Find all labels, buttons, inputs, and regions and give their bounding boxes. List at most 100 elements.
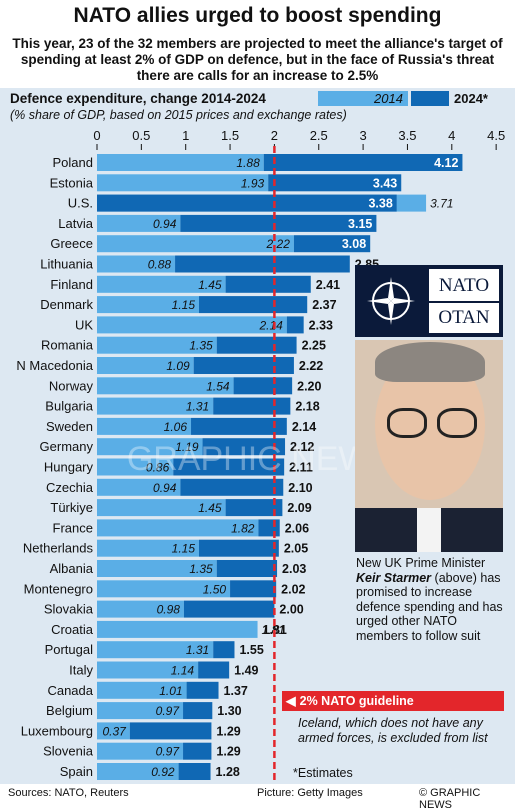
bar-2014 — [97, 154, 264, 171]
x-tick-label: 1.5 — [221, 128, 239, 143]
bar-2024 — [199, 296, 308, 314]
value-label-2024: 1.37 — [224, 684, 248, 698]
category-label: Germany — [40, 439, 94, 454]
value-label-2014: 3.71 — [430, 197, 453, 211]
value-label-2024: 2.37 — [312, 298, 336, 312]
value-label-2014: 1.54 — [206, 379, 230, 393]
value-label-2024: 2.33 — [309, 318, 333, 332]
nato-logo-panel: NATO OTAN — [355, 265, 503, 337]
x-tick-label: 1 — [182, 128, 189, 143]
value-label-2014: 1.45 — [198, 278, 222, 292]
value-label-2024: 2.20 — [297, 379, 321, 393]
category-label: U.S. — [68, 196, 93, 211]
bar-2024 — [225, 499, 283, 517]
value-label-2014: 0.86 — [146, 461, 170, 475]
bar-2024 — [199, 539, 279, 557]
x-tick-label: 0 — [93, 128, 100, 143]
value-label-2014: 1.35 — [189, 562, 213, 576]
bar-2014 — [97, 458, 174, 476]
category-label: Greece — [50, 236, 93, 251]
bar-2024 — [230, 580, 277, 598]
bar-2014 — [97, 336, 217, 354]
category-label: Croatia — [51, 622, 94, 637]
bar-2014 — [97, 417, 192, 435]
x-tick-label: 3.5 — [398, 128, 416, 143]
value-label-2024: 3.43 — [373, 176, 397, 190]
chart-heading: Defence expenditure, change 2014-2024 — [10, 91, 266, 106]
bar-2024 — [233, 377, 293, 395]
category-label: Finland — [50, 277, 93, 292]
value-label-2024: 2.09 — [287, 501, 311, 515]
category-label: Belgium — [46, 703, 93, 718]
bar-2014 — [97, 641, 214, 659]
bar-2014 — [97, 722, 130, 740]
starmer-photo — [355, 340, 503, 552]
bar-2014 — [97, 438, 203, 456]
value-label-2024: 2.03 — [282, 562, 306, 576]
value-label-2024: 1.28 — [216, 765, 240, 779]
bar-2014 — [97, 519, 259, 537]
value-label-2024: 1.30 — [217, 704, 241, 718]
category-label: Estonia — [50, 175, 94, 190]
category-label: Netherlands — [23, 541, 94, 556]
chart-title: NATO allies urged to boost spending — [73, 4, 442, 27]
nato-wordmark: NATO OTAN — [429, 269, 499, 333]
value-label-2014: 0.97 — [156, 704, 181, 718]
value-label-2024: 2.25 — [302, 339, 326, 353]
legend-label-2014: 2014 — [374, 91, 403, 106]
value-label-2024: 1.29 — [216, 745, 240, 759]
bar-2024 — [225, 275, 311, 293]
value-label-2014: 1.09 — [166, 359, 190, 373]
bar-2014 — [97, 357, 194, 374]
category-label: Sweden — [46, 419, 93, 434]
category-label: UK — [75, 317, 93, 332]
bar-2024 — [186, 681, 219, 699]
bar-2014 — [97, 620, 258, 638]
value-label-2014: 0.94 — [153, 481, 177, 495]
category-label: France — [53, 520, 93, 535]
value-label-2024: 1.49 — [234, 664, 258, 678]
value-label-2024: 3.15 — [348, 217, 372, 231]
category-label: Latvia — [58, 216, 93, 231]
value-label-2014: 0.92 — [151, 765, 175, 779]
value-label-2014: 1.15 — [172, 542, 196, 556]
bar-2014 — [97, 296, 200, 314]
bar-2014 — [97, 763, 179, 780]
bar-2014 — [97, 174, 269, 192]
bar-2014 — [97, 702, 184, 720]
bar-2024 — [180, 478, 284, 496]
category-label: Slovenia — [43, 744, 94, 759]
value-label-2014: 1.81 — [262, 623, 285, 637]
value-label-2024: 1.29 — [216, 724, 240, 738]
category-label: Czechia — [46, 480, 94, 495]
bar-2024 — [183, 600, 275, 618]
bar-2024 — [216, 560, 278, 577]
bar-2014-extension — [396, 194, 427, 212]
value-label-2014: 1.01 — [159, 684, 182, 698]
bar-2014 — [97, 600, 184, 618]
bar-2024 — [258, 519, 280, 537]
bar-2024 — [183, 702, 213, 720]
category-label: Luxembourg — [21, 723, 93, 738]
x-tick-label: 4 — [448, 128, 455, 143]
bar-2024 — [178, 763, 211, 780]
bar-2024 — [198, 661, 230, 679]
category-label: Türkiye — [50, 500, 93, 515]
category-label: Lithuania — [40, 257, 94, 272]
category-label: Montenegro — [24, 581, 93, 596]
bar-2024 — [191, 417, 287, 435]
bar-2014 — [97, 560, 217, 577]
bar-2024 — [180, 214, 377, 232]
value-label-2024: 2.41 — [316, 278, 340, 292]
guideline-label: ◀ 2% NATO guideline — [282, 691, 504, 711]
legend-swatch-2024 — [411, 91, 449, 106]
value-label-2014: 1.31 — [186, 400, 209, 414]
value-label-2024: 2.11 — [289, 461, 313, 475]
arrow-left-icon: ◀ — [286, 694, 296, 708]
x-tick-label: 0.5 — [132, 128, 150, 143]
value-label-2014: 1.50 — [203, 582, 227, 596]
category-label: Hungary — [44, 460, 94, 475]
value-label-2014: 1.31 — [186, 643, 209, 657]
chart-note: (% share of GDP, based on 2015 prices an… — [10, 108, 347, 122]
